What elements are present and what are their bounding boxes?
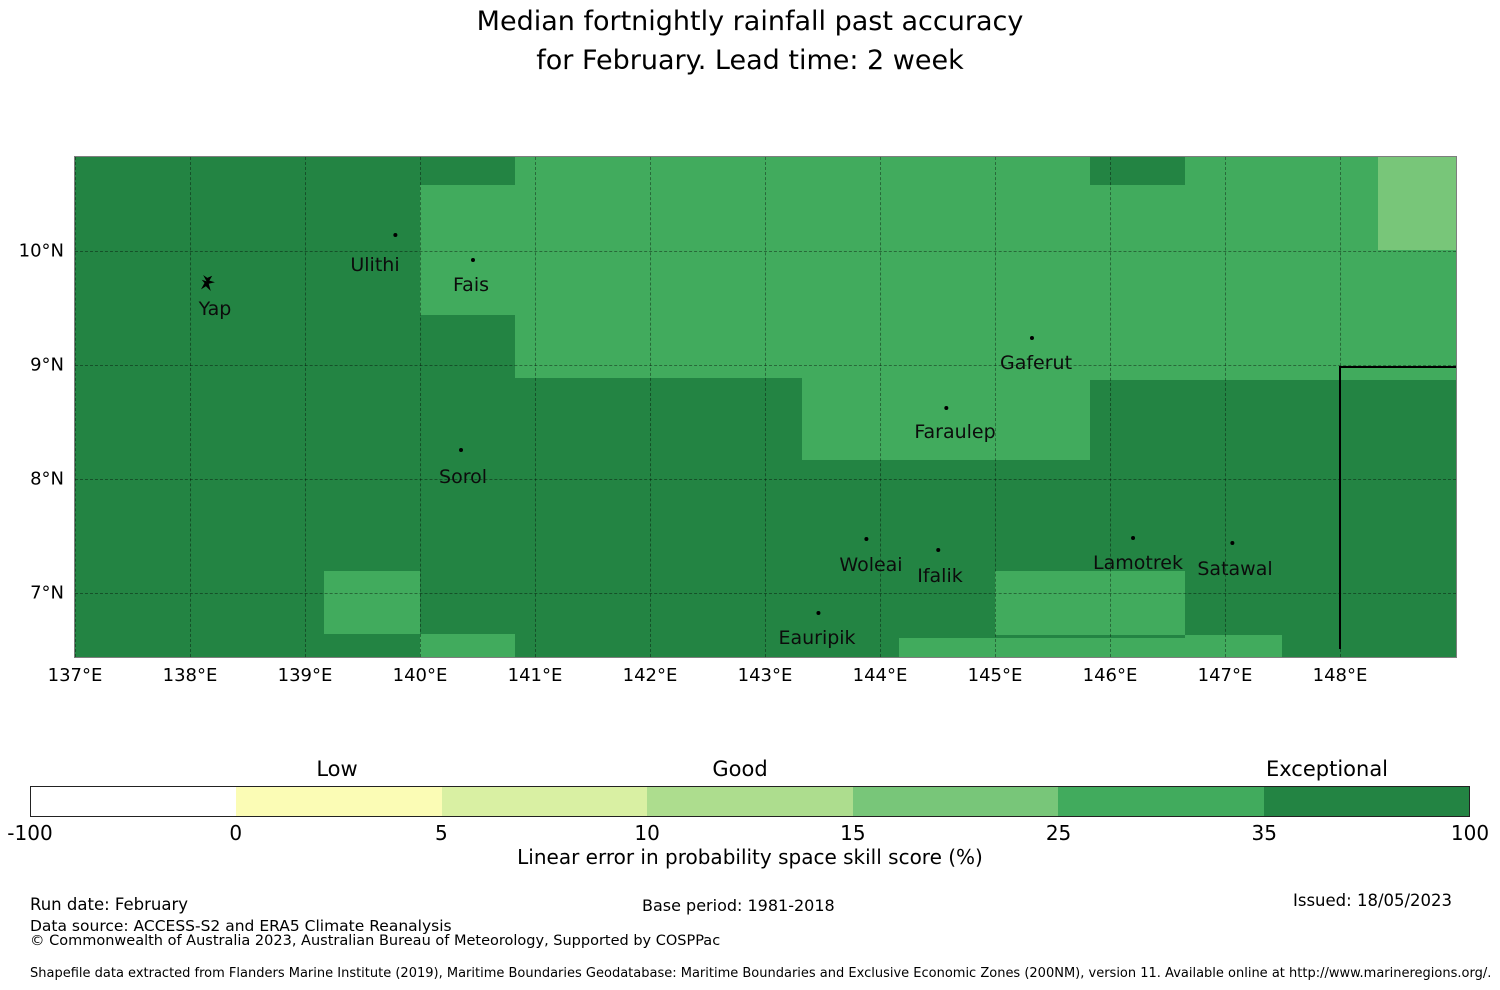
map-region-value-35-100: [420, 315, 515, 657]
x-tick-label: 146°E: [1082, 665, 1138, 686]
longitude-gridline: [765, 157, 766, 657]
longitude-gridline: [995, 157, 996, 657]
colorbar-tick-label: 0: [229, 821, 243, 845]
colorbar-category-low: Low: [316, 757, 358, 781]
colorbar-segment--100to0: [31, 787, 237, 816]
latitude-gridline: [75, 251, 1456, 252]
y-tick-label: 9°N: [30, 354, 64, 376]
map-region-value-35-100: [1090, 157, 1185, 185]
colorbar: [30, 786, 1470, 817]
x-tick-label: 145°E: [967, 665, 1023, 686]
y-tick-label: 7°N: [30, 582, 64, 604]
island-marker-dot: [1229, 541, 1234, 545]
island-label-eauripik: Eauripik: [778, 611, 856, 649]
map-region-value-35-100: [515, 378, 802, 657]
island-marker-dot: [943, 406, 948, 410]
island-marker-dot: [816, 611, 820, 615]
x-tick-label: 147°E: [1197, 665, 1253, 686]
island-marker-dot: [936, 548, 940, 552]
colorbar-segment-15to25: [852, 787, 1059, 816]
island-label-lamotrek: Lamotrek: [1093, 536, 1183, 574]
colorbar-segment-5to10: [441, 787, 648, 816]
x-tick-label: 142°E: [622, 665, 678, 686]
longitude-gridline: [1225, 157, 1226, 657]
map-region-value-25-35: [420, 634, 515, 657]
longitude-gridline: [420, 157, 421, 657]
footer-issued-date: Issued: 18/05/2023: [1293, 891, 1453, 910]
map-region-value-35-100: [420, 157, 515, 185]
island-label-faraulep: Faraulep: [914, 406, 996, 443]
x-tick-label: 148°E: [1312, 665, 1368, 686]
map-region-value-25-35: [1185, 635, 1282, 657]
eez-boundary-line-horizontal: [1339, 366, 1456, 368]
longitude-gridline: [190, 157, 191, 657]
footer-base-period: Base period: 1981-2018: [642, 896, 835, 915]
map-region-value-25-35: [995, 571, 1185, 635]
footer-run-date: Run date: February: [30, 895, 189, 914]
latitude-gridline: [75, 365, 1456, 366]
colorbar-tick-label: 35: [1251, 821, 1278, 845]
island-marker-dot: [458, 448, 463, 452]
longitude-gridline: [880, 157, 881, 657]
colorbar-tick-label: 25: [1045, 821, 1072, 845]
island-label-yap: Yap: [199, 275, 231, 320]
colorbar-category-exceptional: Exceptional: [1265, 757, 1389, 781]
eez-boundary-line-vertical: [1339, 366, 1341, 649]
longitude-gridline: [1110, 157, 1111, 657]
longitude-gridline: [650, 157, 651, 657]
island-label-fais: Fais: [453, 258, 489, 296]
longitude-gridline: [305, 157, 306, 657]
footer-shapefile-attribution: Shapefile data extracted from Flanders M…: [30, 966, 1492, 981]
map-region-value-25-35: [324, 571, 420, 634]
latitude-gridline: [75, 593, 1456, 594]
colorbar-segment-0to5: [236, 787, 442, 816]
x-tick-label: 140°E: [392, 665, 448, 686]
colorbar-segment-35to100: [1263, 787, 1469, 816]
colorbar-tick-label: 10: [634, 821, 660, 845]
island-label-ifalik: Ifalik: [917, 548, 963, 587]
x-tick-label: 139°E: [277, 665, 333, 686]
x-tick-label: 143°E: [737, 665, 793, 686]
island-marker-dot: [863, 537, 868, 541]
colorbar-axis-label: Linear error in probability space skill …: [517, 845, 983, 869]
island-label-sorol: Sorol: [439, 448, 487, 488]
footer-copyright: © Commonwealth of Australia 2023, Austra…: [30, 933, 721, 949]
colorbar-tick-label: -100: [7, 821, 53, 845]
colorbar-segment-25to35: [1058, 787, 1264, 816]
x-tick-label: 141°E: [507, 665, 563, 686]
longitude-gridline: [75, 157, 76, 657]
colorbar-tick-label: 100: [1450, 821, 1490, 845]
x-tick-label: 138°E: [162, 665, 218, 686]
y-tick-label: 8°N: [30, 468, 64, 490]
figure-title: Median fortnightly rainfall past accurac…: [0, 2, 1500, 80]
x-tick-label: 144°E: [852, 665, 908, 686]
island-marker-dot: [470, 258, 475, 262]
island-label-satawal: Satawal: [1197, 541, 1273, 580]
footer-data-source: Data source: ACCESS-S2 and ERA5 Climate …: [30, 917, 452, 935]
island-label-gaferut: Gaferut: [1000, 336, 1072, 374]
map-region-value-25-35: [899, 638, 1186, 657]
title-line-1: Median fortnightly rainfall past accurac…: [476, 6, 1024, 37]
colorbar-tick-label: 5: [435, 821, 448, 845]
island-marker-dot: [393, 233, 397, 237]
island-label-woleai: Woleai: [839, 537, 903, 576]
island-label-ulithi: Ulithi: [350, 233, 400, 276]
colorbar-segment-10to15: [647, 787, 853, 816]
island-marker-dot: [1030, 336, 1034, 340]
colorbar-category-good: Good: [712, 757, 768, 781]
longitude-gridline: [535, 157, 536, 657]
island-marker-dot: [1131, 536, 1135, 540]
map-plot-area: Yap Ulithi Fais Gaferut Faraulep Sorol Woleai I…: [74, 156, 1457, 658]
y-tick-label: 10°N: [18, 240, 64, 262]
colorbar-tick-label: 15: [840, 821, 866, 845]
map-region-value-15-25: [1378, 157, 1456, 250]
title-line-2: for February. Lead time: 2 week: [536, 45, 964, 76]
latitude-gridline: [75, 479, 1456, 480]
x-tick-label: 137°E: [47, 665, 103, 686]
